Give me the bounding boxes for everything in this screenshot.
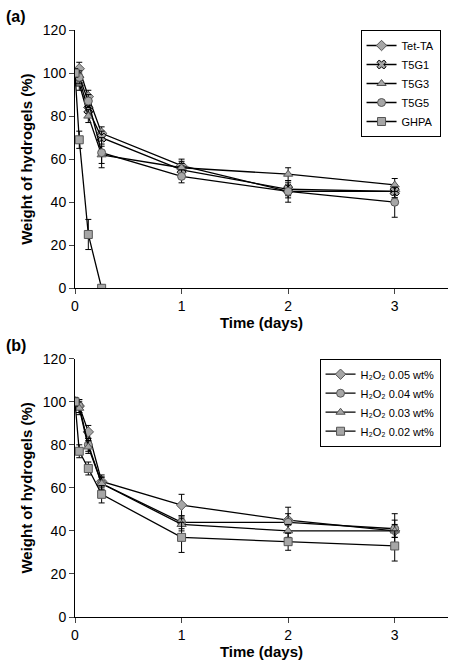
svg-text:H₂O₂ 0.04 wt%: H₂O₂ 0.04 wt% (361, 388, 435, 400)
svg-text:100: 100 (43, 65, 67, 81)
svg-text:H₂O₂ 0.03 wt%: H₂O₂ 0.03 wt% (361, 407, 435, 419)
svg-text:2: 2 (284, 298, 292, 314)
svg-text:(b): (b) (6, 337, 26, 354)
svg-text:80: 80 (51, 437, 67, 453)
svg-text:100: 100 (43, 394, 67, 410)
svg-text:T5G5: T5G5 (402, 97, 430, 109)
svg-text:Weight of hydrogels (%): Weight of hydrogels (%) (18, 73, 35, 244)
svg-text:0: 0 (58, 280, 66, 296)
svg-text:Time (days): Time (days) (220, 314, 303, 331)
svg-text:GHPA: GHPA (402, 116, 433, 128)
svg-text:20: 20 (51, 566, 67, 582)
svg-text:0: 0 (71, 627, 79, 643)
svg-text:20: 20 (51, 237, 67, 253)
svg-text:1: 1 (178, 627, 186, 643)
svg-text:T5G1: T5G1 (402, 59, 430, 71)
svg-text:0: 0 (71, 298, 79, 314)
svg-text:H₂O₂ 0.05 wt%: H₂O₂ 0.05 wt% (361, 369, 435, 381)
svg-text:120: 120 (43, 22, 67, 38)
svg-text:Time (days): Time (days) (220, 643, 303, 660)
svg-text:T5G3: T5G3 (402, 78, 430, 90)
svg-text:3: 3 (391, 298, 399, 314)
svg-text:3: 3 (391, 627, 399, 643)
svg-text:40: 40 (51, 523, 67, 539)
svg-text:2: 2 (284, 627, 292, 643)
svg-text:Weight of hydrogels (%): Weight of hydrogels (%) (18, 402, 35, 573)
svg-text:60: 60 (51, 480, 67, 496)
svg-text:60: 60 (51, 151, 67, 167)
svg-text:H₂O₂ 0.02 wt%: H₂O₂ 0.02 wt% (361, 426, 435, 438)
svg-text:1: 1 (178, 298, 186, 314)
svg-text:80: 80 (51, 108, 67, 124)
svg-text:Tet-TA: Tet-TA (402, 40, 434, 52)
svg-text:(a): (a) (6, 8, 26, 25)
svg-text:40: 40 (51, 194, 67, 210)
svg-text:120: 120 (43, 351, 67, 367)
svg-text:0: 0 (58, 609, 66, 625)
